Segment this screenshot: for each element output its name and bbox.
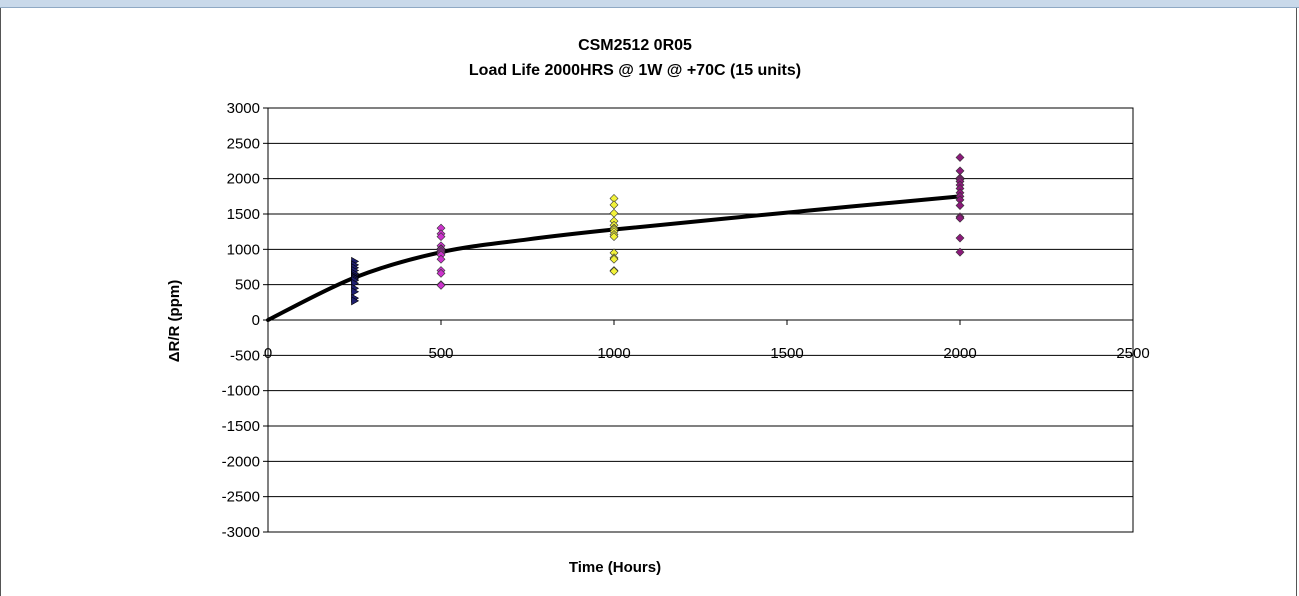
x-tick-label: 500 bbox=[428, 345, 453, 362]
data-point-500 bbox=[436, 268, 446, 278]
chart-subtitle: Load Life 2000HRS @ 1W @ +70C (15 units) bbox=[469, 62, 801, 79]
window-top-bar bbox=[0, 0, 1299, 8]
chart-title: CSM2512 0R05 bbox=[578, 37, 692, 54]
y-tick-label: -2000 bbox=[222, 453, 260, 470]
y-tick-label: 1000 bbox=[227, 241, 260, 258]
data-point-1000 bbox=[609, 200, 619, 210]
x-tick-label: 0 bbox=[264, 345, 272, 362]
y-tick-label: 1500 bbox=[227, 206, 260, 223]
data-point-500 bbox=[436, 232, 446, 242]
y-tick-label: 0 bbox=[252, 312, 260, 329]
y-tick-label: -1000 bbox=[222, 383, 260, 400]
data-point-500 bbox=[436, 280, 446, 290]
data-point-1000 bbox=[609, 266, 619, 276]
data-point-2000 bbox=[955, 233, 965, 243]
y-tick-label: -2500 bbox=[222, 489, 260, 506]
data-point-250 bbox=[351, 296, 360, 306]
data-point-2000 bbox=[955, 213, 965, 223]
data-point-250 bbox=[351, 287, 360, 297]
y-axis-label: ΔR/R (ppm) bbox=[166, 280, 183, 362]
data-point-2000 bbox=[955, 247, 965, 257]
x-tick-label: 1500 bbox=[770, 345, 803, 362]
y-tick-label: -500 bbox=[230, 347, 260, 364]
data-point-2000 bbox=[955, 201, 965, 210]
x-axis-label: Time (Hours) bbox=[569, 559, 661, 576]
y-tick-label: 2500 bbox=[227, 135, 260, 152]
x-tick-label: 2500 bbox=[1116, 345, 1149, 362]
y-tick-label: -1500 bbox=[222, 418, 260, 435]
y-tick-label: -3000 bbox=[222, 524, 260, 541]
y-tick-label: 3000 bbox=[227, 100, 260, 117]
x-tick-label: 1000 bbox=[597, 345, 630, 362]
x-tick-label: 2000 bbox=[943, 345, 976, 362]
y-tick-label: 500 bbox=[235, 277, 260, 294]
data-point-1000 bbox=[609, 254, 619, 264]
data-point-1000 bbox=[609, 208, 619, 218]
data-point-500 bbox=[436, 254, 446, 264]
data-point-1000 bbox=[609, 232, 619, 242]
data-point-2000 bbox=[955, 153, 965, 162]
y-tick-label: 2000 bbox=[227, 171, 260, 188]
